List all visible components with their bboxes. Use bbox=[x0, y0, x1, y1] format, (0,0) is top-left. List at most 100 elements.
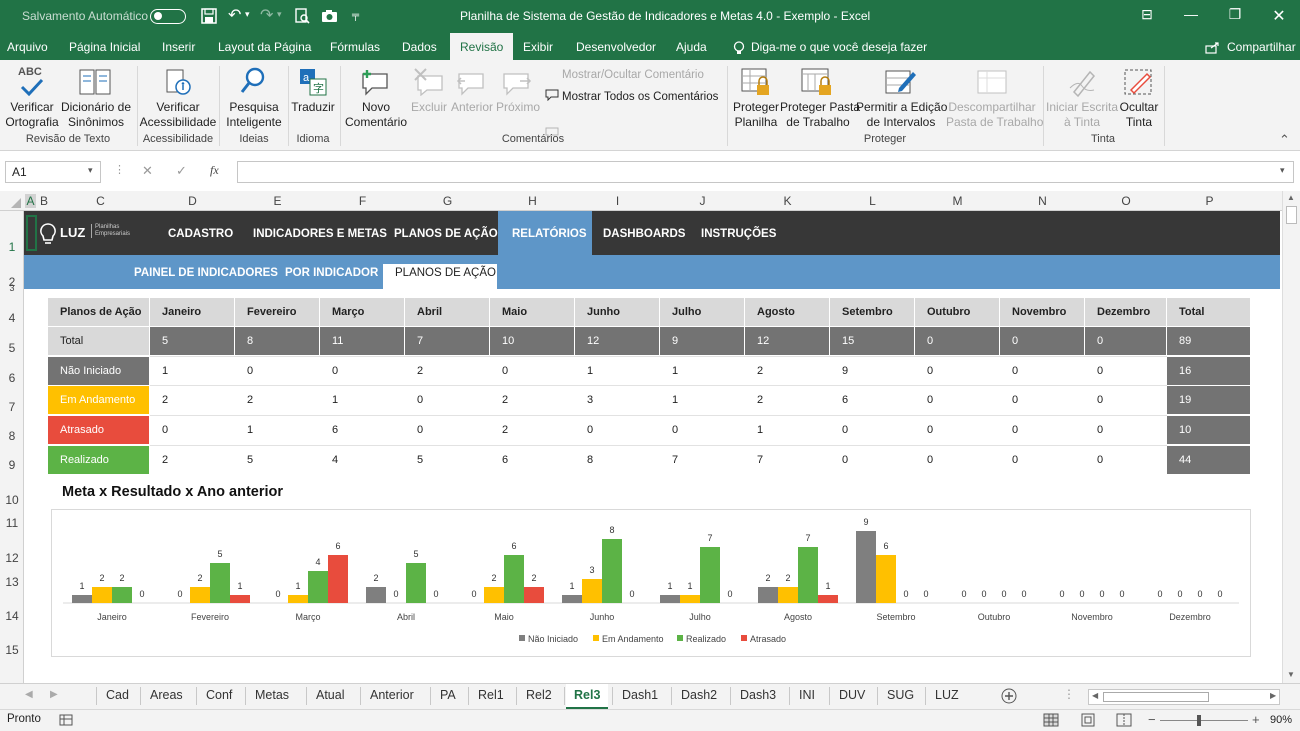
customize-toolbar-icon[interactable]: ╤ bbox=[352, 10, 360, 21]
column-header-o[interactable]: O bbox=[1121, 194, 1131, 208]
table-header-cell[interactable]: Junho bbox=[575, 298, 659, 326]
check-accessibility-button[interactable]: Verificar Acessibilidade bbox=[139, 100, 217, 129]
next-comment-button[interactable]: Próximo bbox=[496, 100, 541, 114]
table-value-cell[interactable]: 0 bbox=[1000, 327, 1084, 355]
nav-planos-acao[interactable]: PLANOS DE AÇÃO bbox=[394, 228, 498, 240]
thesaurus-button[interactable]: Dicionário de Sinônimos bbox=[60, 100, 132, 129]
table-value-cell[interactable]: 1 bbox=[320, 386, 404, 414]
row-header[interactable]: 7 bbox=[8, 400, 16, 414]
table-value-cell[interactable]: 3 bbox=[575, 386, 659, 414]
table-value-cell[interactable]: 1 bbox=[745, 416, 829, 444]
nav-relatorios[interactable]: RELATÓRIOS bbox=[512, 228, 587, 240]
table-header-cell[interactable]: Dezembro bbox=[1085, 298, 1166, 326]
nav-cadastro[interactable]: CADASTRO bbox=[168, 228, 234, 240]
table-header-cell[interactable]: Janeiro bbox=[150, 298, 234, 326]
tab-scroll-right-icon[interactable]: ▶ bbox=[50, 689, 58, 700]
sheet-tab-rel3[interactable]: Rel3 bbox=[566, 684, 609, 709]
table-header-cell[interactable]: Abril bbox=[405, 298, 489, 326]
undo-dropdown-icon[interactable]: ▾ bbox=[245, 9, 250, 19]
protect-sheet-button[interactable]: Proteger Planilha bbox=[732, 100, 780, 129]
table-value-cell[interactable]: 0 bbox=[405, 386, 489, 414]
sheet-tab-dash2[interactable]: Dash2 bbox=[681, 688, 718, 702]
table-total-cell[interactable]: 16 bbox=[1167, 357, 1250, 385]
sheet-tab-dash1[interactable]: Dash1 bbox=[622, 688, 659, 702]
table-value-cell[interactable]: 15 bbox=[830, 327, 914, 355]
tab-ajuda[interactable]: Ajuda bbox=[676, 40, 707, 54]
table-value-cell[interactable]: 7 bbox=[745, 446, 829, 474]
name-box[interactable]: A1 ▾ bbox=[5, 161, 101, 183]
tab-revisao[interactable]: Revisão bbox=[450, 33, 514, 60]
column-header-e[interactable]: E bbox=[273, 194, 282, 208]
tab-exibir[interactable]: Exibir bbox=[523, 40, 554, 54]
table-value-cell[interactable]: 8 bbox=[575, 446, 659, 474]
table-value-cell[interactable]: 0 bbox=[1000, 357, 1084, 385]
redo-dropdown-icon[interactable]: ▾ bbox=[277, 9, 282, 19]
table-header-cell[interactable]: Março bbox=[320, 298, 404, 326]
column-header-l[interactable]: L bbox=[869, 194, 876, 208]
row-header[interactable]: 15 bbox=[5, 643, 19, 657]
smart-lookup-button[interactable]: Pesquisa Inteligente bbox=[226, 100, 282, 129]
table-value-cell[interactable]: 0 bbox=[1085, 416, 1166, 444]
table-header-cell[interactable]: Outubro bbox=[915, 298, 999, 326]
tab-layout[interactable]: Layout da Página bbox=[218, 40, 312, 54]
sheet-tab-sug[interactable]: SUG bbox=[887, 688, 915, 702]
table-total-cell[interactable]: 10 bbox=[1167, 416, 1250, 444]
table-value-cell[interactable]: 10 bbox=[490, 327, 574, 355]
sheet-tab-dash3[interactable]: Dash3 bbox=[740, 688, 777, 702]
nav-instrucoes[interactable]: INSTRUÇÕES bbox=[701, 228, 777, 240]
table-value-cell[interactable]: 0 bbox=[1085, 327, 1166, 355]
nav-indicadores-metas[interactable]: INDICADORES E METAS bbox=[253, 228, 387, 240]
start-inking-button[interactable]: Iniciar Escrita à Tinta bbox=[1045, 100, 1119, 129]
sheet-tab-luz[interactable]: LUZ bbox=[935, 688, 959, 702]
table-value-cell[interactable]: 5 bbox=[235, 446, 319, 474]
collapse-ribbon-icon[interactable]: ⌃ bbox=[1279, 132, 1290, 147]
scroll-right-icon[interactable]: ▶ bbox=[1270, 691, 1277, 700]
table-header-cell[interactable]: Julho bbox=[660, 298, 744, 326]
undo-icon[interactable]: ↶ bbox=[228, 7, 242, 24]
table-value-cell[interactable]: 6 bbox=[490, 446, 574, 474]
save-icon[interactable] bbox=[201, 8, 217, 24]
table-value-cell[interactable]: 0 bbox=[660, 416, 744, 444]
page-layout-view-icon[interactable] bbox=[1080, 713, 1096, 727]
table-value-cell[interactable]: 6 bbox=[320, 416, 404, 444]
table-value-cell[interactable]: 7 bbox=[405, 327, 489, 355]
table-value-cell[interactable]: 1 bbox=[575, 357, 659, 385]
table-header-cell[interactable]: Maio bbox=[490, 298, 574, 326]
table-value-cell[interactable]: 0 bbox=[915, 446, 999, 474]
table-value-cell[interactable]: 0 bbox=[490, 357, 574, 385]
zoom-level[interactable]: 90% bbox=[1270, 714, 1293, 726]
table-value-cell[interactable]: 2 bbox=[150, 386, 234, 414]
scroll-up-icon[interactable]: ▲ bbox=[1287, 193, 1295, 202]
sheet-tab-duv[interactable]: DUV bbox=[839, 688, 866, 702]
sheet-tab-cad[interactable]: Cad bbox=[106, 688, 129, 702]
allow-edit-ranges-button[interactable]: Permitir a Edição de Intervalos bbox=[856, 100, 948, 129]
column-header-k[interactable]: K bbox=[783, 194, 792, 208]
tab-inserir[interactable]: Inserir bbox=[162, 40, 196, 54]
column-header-b[interactable]: B bbox=[39, 194, 48, 208]
table-value-cell[interactable]: 0 bbox=[1085, 446, 1166, 474]
table-header-cell[interactable]: Novembro bbox=[1000, 298, 1084, 326]
show-hide-comment-button[interactable]: Mostrar/Ocultar Comentário bbox=[562, 69, 704, 81]
table-value-cell[interactable]: 0 bbox=[575, 416, 659, 444]
column-header-a[interactable]: A bbox=[25, 194, 36, 208]
scroll-down-icon[interactable]: ▼ bbox=[1287, 670, 1295, 679]
redo-icon[interactable]: ↷ bbox=[260, 7, 274, 24]
macro-record-icon[interactable] bbox=[59, 714, 73, 726]
normal-view-icon[interactable] bbox=[1043, 713, 1059, 727]
sheet-tab-areas[interactable]: Areas bbox=[150, 688, 183, 702]
table-value-cell[interactable]: 0 bbox=[235, 357, 319, 385]
cancel-icon[interactable]: ✕ bbox=[142, 163, 153, 178]
formula-input[interactable]: ▾ bbox=[237, 161, 1294, 183]
unshare-workbook-button[interactable]: Descompartilhar Pasta de Trabalho bbox=[946, 100, 1044, 129]
table-value-cell[interactable]: 5 bbox=[150, 327, 234, 355]
autosave-toggle[interactable] bbox=[150, 9, 186, 24]
selected-cell-a1[interactable] bbox=[26, 215, 37, 251]
previous-comment-button[interactable]: Anterior bbox=[450, 100, 494, 114]
chevron-down-icon[interactable]: ▾ bbox=[88, 165, 93, 175]
sheet-tab-anterior[interactable]: Anterior bbox=[370, 688, 414, 702]
table-value-cell[interactable]: 2 bbox=[745, 386, 829, 414]
table-value-cell[interactable]: 5 bbox=[405, 446, 489, 474]
sheet-tab-rel2[interactable]: Rel2 bbox=[526, 688, 552, 702]
minimize-icon[interactable]: — bbox=[1184, 6, 1198, 22]
column-header-c[interactable]: C bbox=[96, 194, 105, 208]
